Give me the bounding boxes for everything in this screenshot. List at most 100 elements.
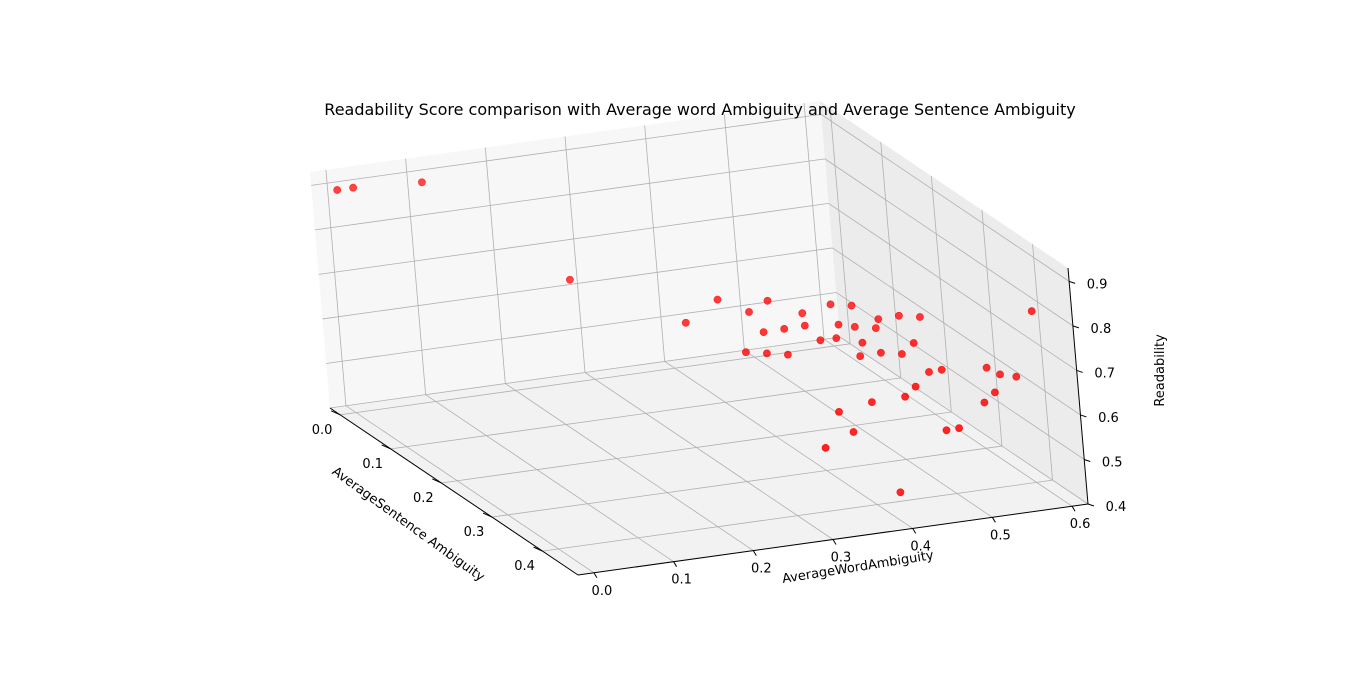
data-points [333, 178, 1036, 497]
grid-line [880, 141, 902, 378]
data-point [742, 348, 750, 357]
grid-line [326, 292, 837, 364]
grid-line [1032, 244, 1053, 481]
data-point [333, 186, 342, 194]
data-point [780, 324, 789, 333]
grid-line [425, 394, 674, 563]
y-tick-label: 0.1 [362, 457, 383, 472]
data-point [834, 320, 843, 329]
grid-line [644, 125, 666, 362]
grid-line [823, 338, 1073, 507]
data-point [850, 322, 859, 331]
data-point [713, 295, 722, 304]
data-point [800, 321, 809, 330]
x-tick-mark [1071, 505, 1076, 512]
z-tick-label: 0.6 [1098, 411, 1119, 426]
grid-line [542, 479, 1053, 552]
x-tick-mark [832, 539, 837, 545]
y-tick-mark [330, 410, 341, 416]
data-point [911, 382, 920, 391]
y-tick-mark [432, 478, 442, 484]
data-point [763, 296, 772, 305]
data-point [916, 313, 924, 321]
x-tick-label: 0.0 [592, 584, 613, 599]
z-tick-mark [1068, 280, 1076, 284]
z-tick-mark [1076, 369, 1083, 373]
data-point [901, 392, 909, 401]
y-tick-label: 0.2 [413, 491, 434, 506]
data-point [759, 328, 768, 336]
tick-labels: 0.0 0.1 0.2 0.3 0.4 0.5 0.6 0.0 0.1 0.2 0.3 0.4 0.4 0… [312, 277, 1127, 598]
z-axis-label: Readability [1153, 334, 1168, 407]
x-tick-label: 0.3 [831, 551, 852, 566]
data-point [937, 365, 946, 374]
grid-line [484, 147, 506, 384]
data-point [763, 349, 771, 358]
axis-lines [329, 267, 1095, 579]
grid-line [405, 158, 427, 395]
grid-line [345, 405, 595, 574]
data-point [417, 178, 426, 187]
grid-lines [311, 103, 1089, 574]
x-tick-mark [752, 550, 757, 556]
grid-line [441, 411, 952, 484]
grid-line [930, 175, 952, 413]
data-point [849, 428, 858, 436]
x-tick-mark [593, 572, 598, 579]
x-axis-label: AverageWordAmbiguity [781, 548, 935, 587]
data-point [835, 407, 843, 416]
y-tick-label: 0.0 [312, 423, 333, 438]
data-point [566, 275, 574, 284]
y-tick-label: 0.4 [514, 559, 535, 574]
z-tick-label: 0.5 [1102, 456, 1123, 471]
data-point [871, 324, 880, 332]
z-tick-mark [1087, 503, 1095, 507]
data-point [784, 350, 792, 359]
grid-line [322, 247, 833, 320]
data-point [816, 336, 825, 345]
grid-line [803, 103, 825, 340]
grid-line [314, 158, 825, 231]
x-tick-mark [673, 561, 678, 567]
x-tick-label: 0.1 [671, 573, 692, 588]
data-point [847, 301, 856, 310]
y-tick-mark [533, 546, 543, 552]
grid-line [839, 336, 1089, 505]
grid-line [505, 383, 754, 551]
grid-line [311, 113, 822, 186]
data-point [745, 308, 753, 316]
data-point [1012, 372, 1021, 381]
z-tick-mark [1080, 414, 1087, 418]
grid-line [981, 210, 1003, 447]
grid-line [829, 107, 851, 344]
data-point [877, 348, 885, 357]
data-point [896, 488, 905, 497]
x-tick-label: 0.2 [751, 562, 772, 577]
grid-line [820, 114, 1070, 282]
x-tick-label: 0.5 [990, 528, 1011, 543]
z-tick-label: 0.4 [1106, 500, 1127, 515]
z-tick-label: 0.8 [1091, 322, 1112, 337]
grid-line [390, 377, 901, 450]
data-point [832, 334, 841, 342]
grid-line [744, 349, 993, 518]
z-tick-label: 0.7 [1094, 366, 1115, 381]
data-point [856, 352, 865, 360]
data-point [681, 318, 690, 327]
x-tick-label: 0.4 [910, 539, 931, 554]
data-point [1027, 307, 1036, 315]
y-tick-mark [482, 512, 493, 518]
data-point [909, 339, 918, 347]
data-point [980, 398, 989, 407]
data-point [868, 398, 876, 406]
data-point [991, 388, 999, 397]
grid-line [491, 445, 1003, 518]
x-tick-label: 0.6 [1070, 517, 1091, 532]
data-point [996, 370, 1004, 379]
data-point [895, 311, 903, 320]
data-point [925, 368, 933, 376]
grid-line [824, 158, 1074, 327]
z-tick-mark [1084, 458, 1091, 462]
grid-line [828, 203, 1077, 371]
